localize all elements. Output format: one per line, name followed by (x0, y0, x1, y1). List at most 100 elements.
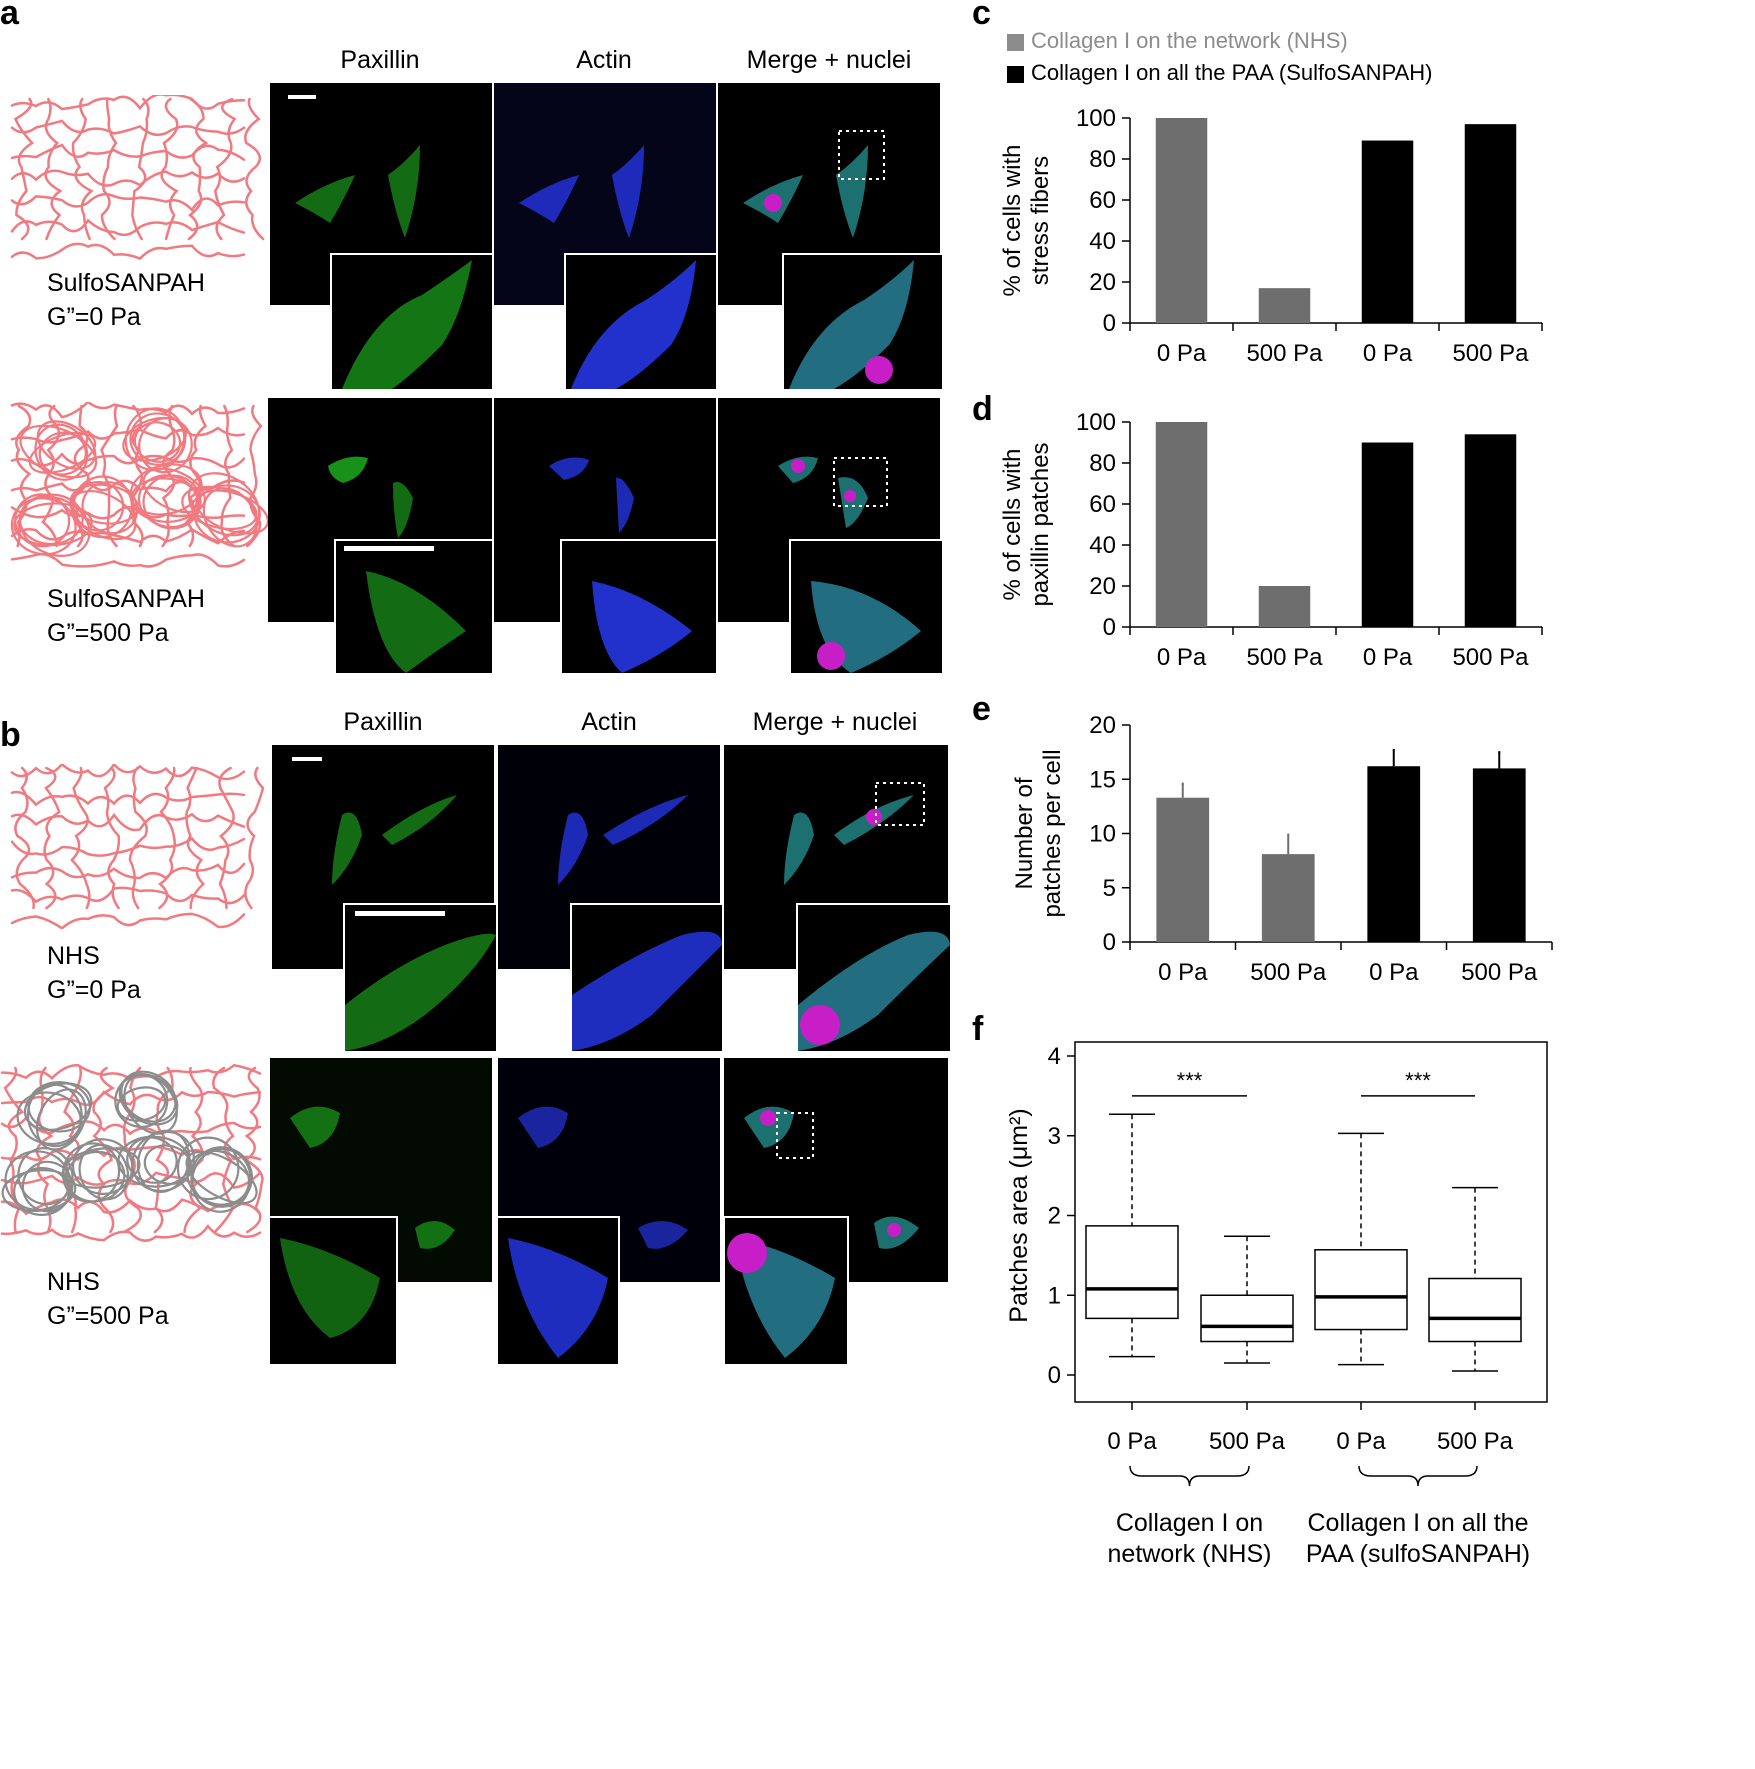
network-strand (71, 97, 94, 241)
y-axis-label-line1: % of cells with (999, 448, 1026, 600)
network-strand (0, 1116, 262, 1136)
condition-line2: G”=500 Pa (47, 619, 169, 647)
condition-line1: SulfoSANPAH (47, 269, 205, 297)
network-strand (10, 402, 246, 419)
column-header-merge-a: Merge + nuclei (746, 46, 912, 74)
polymer-coil (202, 487, 258, 548)
condition-line1: NHS (47, 942, 100, 970)
x-tick-label: 0 Pa (1369, 959, 1419, 986)
network-strand (44, 97, 63, 241)
network-strand (10, 790, 246, 807)
x-tick-label: 0 Pa (1363, 340, 1413, 367)
network-strand (218, 766, 235, 910)
network-strand (100, 404, 119, 548)
x-tick-label: 0 Pa (1336, 1428, 1386, 1455)
network-strand (220, 404, 236, 548)
network-strand (10, 764, 246, 781)
y-axis-label: % of cells withpaxillin patches (999, 442, 1054, 606)
x-tick-label: 0 Pa (1157, 644, 1207, 671)
y-tick-label: 2 (1048, 1203, 1061, 1230)
network-strand (10, 169, 246, 187)
network-strand (10, 812, 246, 832)
network-strand (15, 404, 32, 548)
polymer-coil (62, 1147, 141, 1189)
network-strand (10, 552, 246, 568)
box-plot-patches-area: 0 1 2 3 4 0 Pa 500 Pa 0 Pa 500 Pa *** *** Collagen … (1005, 1041, 1548, 1568)
bar-chart-patches-per-cell: 0 5 10 15 20 0 Pa 500 Pa 0 Pa 500 Pa Number ofpat… (1011, 712, 1553, 986)
bar (1464, 124, 1517, 324)
y-tick-label: 100 (1076, 409, 1116, 436)
network-strand (10, 119, 246, 137)
polymer-coil (21, 1160, 74, 1213)
network-strand (10, 143, 246, 161)
polymer-coil (36, 420, 97, 470)
scale-bar (292, 757, 322, 761)
zoom-box (833, 457, 888, 507)
y-tick-label: 10 (1089, 821, 1116, 848)
condition-label-a1: SulfoSANPAH G”=0 Pa (47, 266, 205, 334)
legend-label-nhs: Collagen I on the network (NHS) (1031, 28, 1348, 53)
network-strand (0, 1171, 262, 1189)
polymer-coil (181, 485, 258, 530)
x-tick-label: 500 Pa (1452, 644, 1529, 671)
box (1428, 1277, 1522, 1343)
inset-paxillin-b1 (343, 903, 498, 1053)
x-tick-label: 500 Pa (1452, 340, 1529, 367)
polymer-coil (10, 497, 77, 556)
condition-label-b1: NHS G”=0 Pa (47, 939, 141, 1007)
network-strand (243, 1066, 264, 1234)
inset-actin-b2 (496, 1216, 620, 1366)
y-tick-label: 40 (1089, 228, 1116, 255)
network-strand (10, 218, 246, 237)
inset-merge-b1 (796, 903, 952, 1053)
polymer-coil (116, 1086, 167, 1122)
polymer-coil (4, 1150, 71, 1211)
polymer-coil (17, 1147, 74, 1206)
network-strand (246, 404, 263, 548)
legend-swatch-nhs (1007, 34, 1024, 51)
network-strand (244, 766, 265, 910)
group-brace (1129, 1465, 1250, 1487)
polymer-coil (38, 431, 87, 476)
legend-label-sulfo: Collagen I on all the PAA (SulfoSANPAH) (1031, 60, 1433, 85)
network-strand (160, 97, 179, 241)
bar (1367, 766, 1421, 942)
polymer-coil (14, 493, 71, 548)
polymer-coil (129, 463, 203, 516)
y-tick-label: 15 (1089, 766, 1116, 793)
group-label-line1: Collagen I on all the (1308, 1509, 1529, 1537)
y-tick-label: 100 (1076, 105, 1116, 132)
x-tick-label: 500 Pa (1461, 959, 1538, 986)
polymer-coil (176, 1136, 240, 1201)
network-strand (187, 97, 209, 241)
bar-chart-stress-fibers: 0 20 40 60 80 100 0 Pa 500 Pa 0 Pa 500 Pa % of cel… (999, 105, 1543, 367)
polymer-coil (27, 1081, 91, 1133)
polymer-coil (142, 474, 202, 530)
column-header-paxillin-a: Paxillin (340, 46, 420, 74)
y-tick-label: 0 (1103, 614, 1116, 641)
network-strand (0, 1224, 262, 1242)
network-strand (10, 477, 246, 493)
scale-bar (344, 546, 434, 551)
network-strand (43, 766, 61, 910)
condition-line2: G”=500 Pa (47, 1302, 169, 1330)
condition-label-a2: SulfoSANPAH G”=500 Pa (47, 582, 205, 650)
bar (1156, 797, 1210, 942)
condition-line1: NHS (47, 1268, 100, 1296)
polymer-coil (69, 489, 137, 541)
polymer-coil (131, 1130, 195, 1193)
x-tick-label: 0 Pa (1158, 959, 1208, 986)
polymer-coil (126, 1136, 178, 1184)
network-strand (244, 97, 265, 241)
network-strand (158, 766, 176, 910)
polymer-coil (28, 431, 97, 474)
y-tick-label: 80 (1089, 146, 1116, 173)
inset-merge-a2 (789, 539, 944, 675)
inset-paxillin-a2 (334, 539, 494, 675)
network-strand (10, 452, 246, 469)
polymer-network-diagram-b1 (10, 764, 265, 929)
y-axis-label-line1: % of cells with (999, 144, 1026, 296)
y-axis-label-line1: Number of (1011, 777, 1038, 889)
y-tick-label: 4 (1048, 1043, 1061, 1070)
network-strand (128, 766, 148, 910)
